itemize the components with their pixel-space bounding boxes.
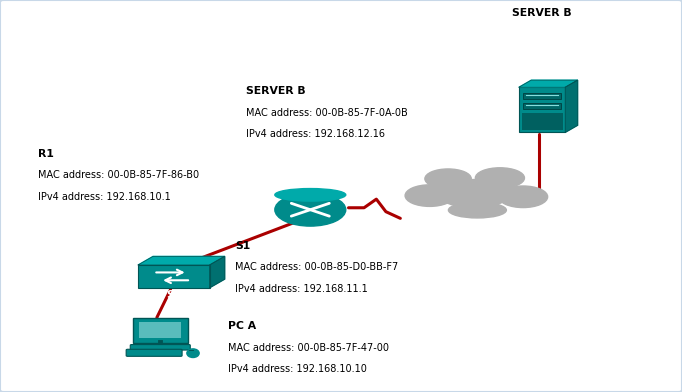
Text: MAC address: 00-0B-85-7F-47-00: MAC address: 00-0B-85-7F-47-00: [228, 343, 389, 353]
Ellipse shape: [475, 168, 524, 188]
Text: R1: R1: [302, 229, 318, 239]
Text: IPv4 address: 192.168.12.16: IPv4 address: 192.168.12.16: [246, 129, 385, 139]
Ellipse shape: [438, 180, 510, 208]
Text: IPv4 address: 192.168.10.1: IPv4 address: 192.168.10.1: [38, 192, 170, 202]
Text: MAC address: 00-0B-85-7F-0A-0B: MAC address: 00-0B-85-7F-0A-0B: [246, 107, 407, 118]
Ellipse shape: [405, 185, 454, 207]
FancyBboxPatch shape: [523, 94, 561, 99]
Polygon shape: [138, 256, 225, 265]
Ellipse shape: [275, 193, 346, 226]
Text: IPv4 address: 192.168.11.1: IPv4 address: 192.168.11.1: [235, 284, 368, 294]
Text: SERVER B: SERVER B: [246, 86, 305, 96]
Text: SERVER B: SERVER B: [512, 7, 572, 18]
Polygon shape: [565, 80, 578, 132]
Ellipse shape: [440, 179, 481, 197]
FancyBboxPatch shape: [130, 345, 190, 350]
FancyBboxPatch shape: [519, 87, 565, 132]
Text: MAC address: 00-0B-85-D0-BB-F7: MAC address: 00-0B-85-D0-BB-F7: [235, 262, 398, 272]
Ellipse shape: [275, 189, 346, 201]
Ellipse shape: [425, 169, 471, 189]
FancyBboxPatch shape: [126, 349, 182, 356]
Text: S1: S1: [235, 241, 250, 251]
FancyBboxPatch shape: [138, 265, 210, 288]
Text: PC A: PC A: [228, 321, 256, 331]
Text: IPv4 address: 192.168.10.10: IPv4 address: 192.168.10.10: [228, 364, 368, 374]
Text: MAC address: 00-0B-85-7F-86-B0: MAC address: 00-0B-85-7F-86-B0: [38, 170, 198, 180]
FancyBboxPatch shape: [522, 113, 563, 130]
Ellipse shape: [187, 349, 199, 358]
FancyBboxPatch shape: [523, 103, 561, 109]
Ellipse shape: [449, 202, 506, 218]
Polygon shape: [210, 256, 225, 288]
Text: R1: R1: [38, 149, 53, 159]
Ellipse shape: [499, 186, 548, 208]
FancyBboxPatch shape: [132, 318, 188, 343]
Polygon shape: [519, 80, 578, 87]
FancyBboxPatch shape: [139, 322, 181, 338]
Text: S1: S1: [166, 290, 182, 300]
